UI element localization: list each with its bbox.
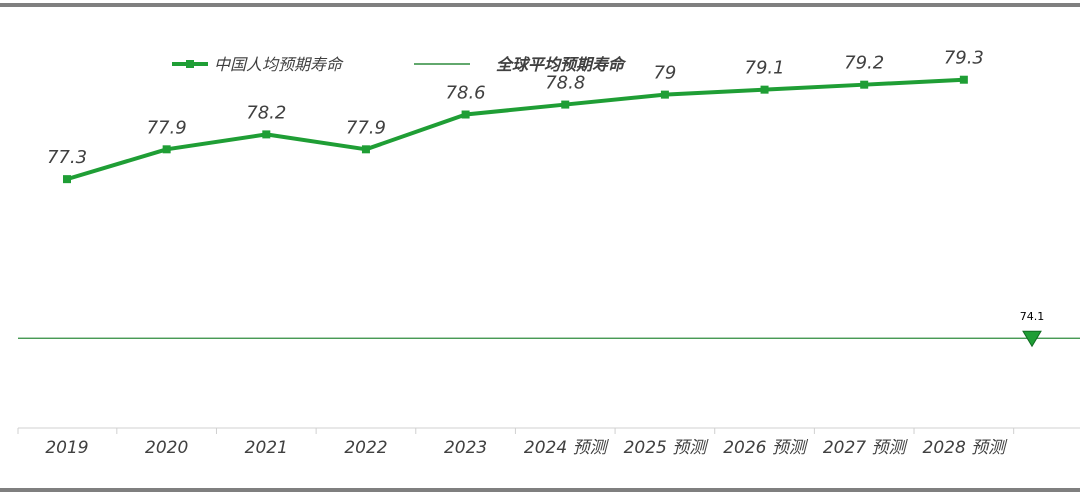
data-value-label: 78.2 xyxy=(246,102,286,123)
global-average-value-label: 74.1 xyxy=(1020,310,1045,323)
x-axis: 2019 2020 2021 2022 2023 2024 预测 2025 预测 2026 预… xyxy=(17,427,1080,458)
data-value-label: 79.2 xyxy=(844,53,884,74)
legend-label-china: 中国人均预期寿命 xyxy=(214,55,344,74)
data-value-label: 77.3 xyxy=(47,147,87,168)
data-value-label: 77.9 xyxy=(346,117,386,138)
data-value-label: 79 xyxy=(653,63,676,84)
series-china: 77.3 77.9 78.2 77.9 78.6 78.8 79 79.1 79.2 79.3 xyxy=(47,48,984,184)
x-tick-label: 2021 xyxy=(245,438,288,458)
x-tick-label: 2023 xyxy=(444,438,487,458)
data-point-marker xyxy=(660,90,669,99)
data-point-marker xyxy=(561,100,570,109)
data-value-label: 77.9 xyxy=(147,117,187,138)
legend: 中国人均预期寿命 全球平均预期寿命 xyxy=(172,55,627,74)
x-tick-label: 2022 xyxy=(344,438,387,458)
x-tick-label: 2026 预测 xyxy=(723,438,809,458)
x-tick-label: 2024 预测 xyxy=(524,438,610,458)
x-tick-label: 2020 xyxy=(145,438,188,458)
x-tick-label: 2028 预测 xyxy=(923,438,1009,458)
data-point-marker xyxy=(461,110,470,119)
legend-item-global: 全球平均预期寿命 xyxy=(414,55,627,74)
legend-item-china: 中国人均预期寿命 xyxy=(172,55,344,74)
data-value-label: 78.8 xyxy=(545,73,585,94)
data-point-marker xyxy=(361,145,370,154)
data-point-marker xyxy=(760,85,769,94)
reference-line-group: 74.1 xyxy=(18,310,1080,348)
x-tick-label: 2025 预测 xyxy=(624,438,710,458)
data-point-marker xyxy=(860,80,869,89)
data-point-marker xyxy=(63,175,71,184)
global-average-marker xyxy=(1022,330,1042,348)
data-point-marker xyxy=(162,145,171,154)
legend-marker-china xyxy=(186,60,194,68)
data-point-marker xyxy=(262,130,271,139)
data-value-label: 78.6 xyxy=(446,83,486,104)
x-tick-label: 2019 xyxy=(45,438,88,458)
series-line-china xyxy=(66,77,964,182)
data-value-label: 79.1 xyxy=(745,58,785,79)
data-value-label: 79.3 xyxy=(944,48,984,69)
data-point-marker xyxy=(959,75,968,84)
legend-label-global: 全球平均预期寿命 xyxy=(496,55,627,74)
x-tick-label: 2027 预测 xyxy=(823,438,909,458)
